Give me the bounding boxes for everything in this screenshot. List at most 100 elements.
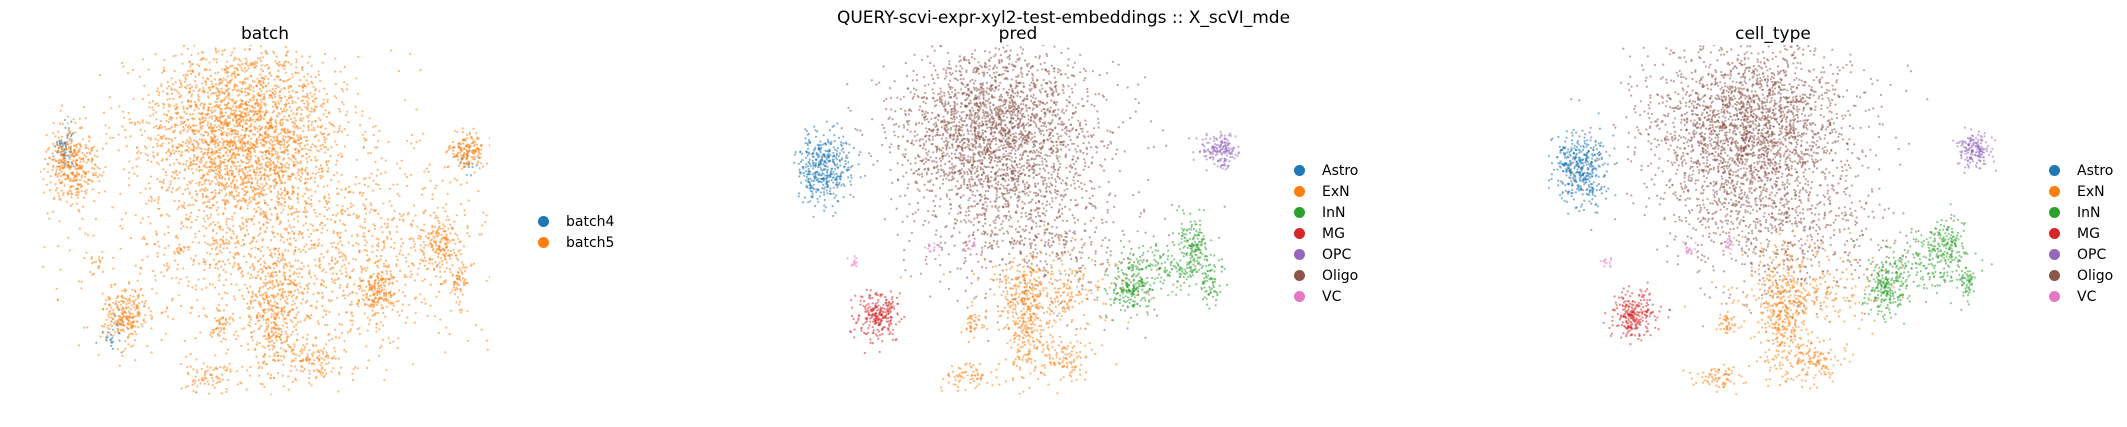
- data-point: [283, 67, 286, 70]
- data-point: [222, 337, 225, 340]
- data-point: [324, 151, 327, 154]
- data-point: [239, 175, 242, 179]
- data-point: [208, 183, 211, 186]
- data-point: [274, 119, 277, 122]
- data-point: [207, 134, 210, 137]
- data-point: [325, 163, 328, 167]
- data-point: [435, 249, 438, 252]
- data-point: [299, 117, 302, 120]
- data-point: [187, 150, 190, 153]
- data-point: [234, 101, 237, 105]
- data-point: [216, 267, 219, 270]
- data-point: [227, 97, 231, 100]
- data-point: [331, 337, 334, 340]
- data-point: [215, 319, 218, 322]
- data-point: [334, 140, 337, 143]
- data-point: [114, 331, 117, 334]
- data-point: [262, 223, 265, 226]
- data-point: [249, 158, 252, 161]
- data-point: [356, 327, 359, 331]
- data-point: [54, 159, 57, 162]
- data-point: [218, 94, 221, 97]
- data-point: [110, 306, 113, 309]
- data-point: [448, 253, 451, 256]
- data-point: [212, 239, 215, 242]
- data-point: [80, 190, 83, 193]
- data-point: [291, 73, 294, 76]
- data-point: [240, 115, 243, 118]
- data-point: [240, 106, 243, 109]
- data-point: [136, 297, 139, 300]
- data-point: [75, 173, 78, 176]
- data-point: [222, 309, 225, 312]
- data-point: [179, 94, 182, 97]
- data-point: [215, 58, 218, 61]
- data-point: [423, 256, 426, 259]
- data-point: [382, 283, 386, 287]
- data-point: [267, 340, 270, 343]
- data-point: [419, 228, 422, 231]
- data-point: [108, 96, 112, 99]
- data-point: [233, 67, 236, 70]
- data-point: [452, 140, 455, 143]
- data-point: [226, 292, 229, 295]
- data-point: [429, 239, 432, 242]
- data-point: [242, 227, 245, 230]
- data-point: [224, 369, 227, 372]
- data-point: [208, 206, 211, 209]
- data-point: [310, 129, 313, 132]
- data-point: [287, 144, 290, 147]
- data-point: [456, 154, 459, 158]
- data-point: [270, 393, 273, 395]
- data-point: [94, 260, 98, 263]
- data-point: [296, 161, 299, 165]
- data-point: [389, 270, 392, 273]
- data-point: [145, 121, 148, 124]
- data-point: [472, 156, 475, 159]
- data-point: [149, 138, 152, 141]
- data-point: [265, 141, 268, 145]
- data-point: [444, 241, 447, 244]
- data-point: [161, 180, 164, 184]
- data-point: [221, 199, 224, 202]
- data-point: [245, 109, 248, 112]
- data-point: [470, 142, 473, 145]
- data-point: [373, 227, 377, 230]
- data-point: [324, 109, 327, 112]
- data-point: [234, 147, 237, 150]
- data-point: [217, 318, 220, 321]
- data-point: [290, 348, 294, 352]
- data-point: [263, 346, 266, 349]
- data-point: [262, 80, 265, 83]
- data-point: [270, 321, 273, 324]
- data-point: [310, 107, 313, 110]
- data-point: [240, 67, 243, 70]
- data-point: [219, 120, 223, 124]
- data-point: [280, 211, 283, 214]
- data-point: [269, 184, 272, 187]
- data-point: [263, 136, 266, 139]
- data-point: [67, 127, 71, 130]
- data-point: [105, 132, 108, 136]
- data-point: [145, 202, 148, 205]
- data-point: [318, 200, 321, 203]
- data-point: [377, 183, 380, 187]
- data-point: [264, 308, 267, 311]
- data-point: [275, 128, 278, 131]
- data-point: [200, 148, 203, 151]
- data-point: [364, 130, 367, 133]
- data-point: [434, 275, 437, 278]
- data-point: [45, 150, 48, 153]
- data-point: [306, 99, 309, 102]
- data-point: [296, 196, 299, 200]
- data-point: [165, 189, 168, 192]
- data-point: [283, 141, 286, 144]
- data-point: [323, 358, 326, 362]
- data-point: [433, 236, 436, 240]
- data-point: [171, 140, 174, 143]
- data-point: [159, 120, 163, 123]
- data-point: [423, 264, 426, 267]
- data-point: [339, 231, 342, 234]
- data-point: [257, 191, 260, 194]
- data-point: [293, 232, 296, 235]
